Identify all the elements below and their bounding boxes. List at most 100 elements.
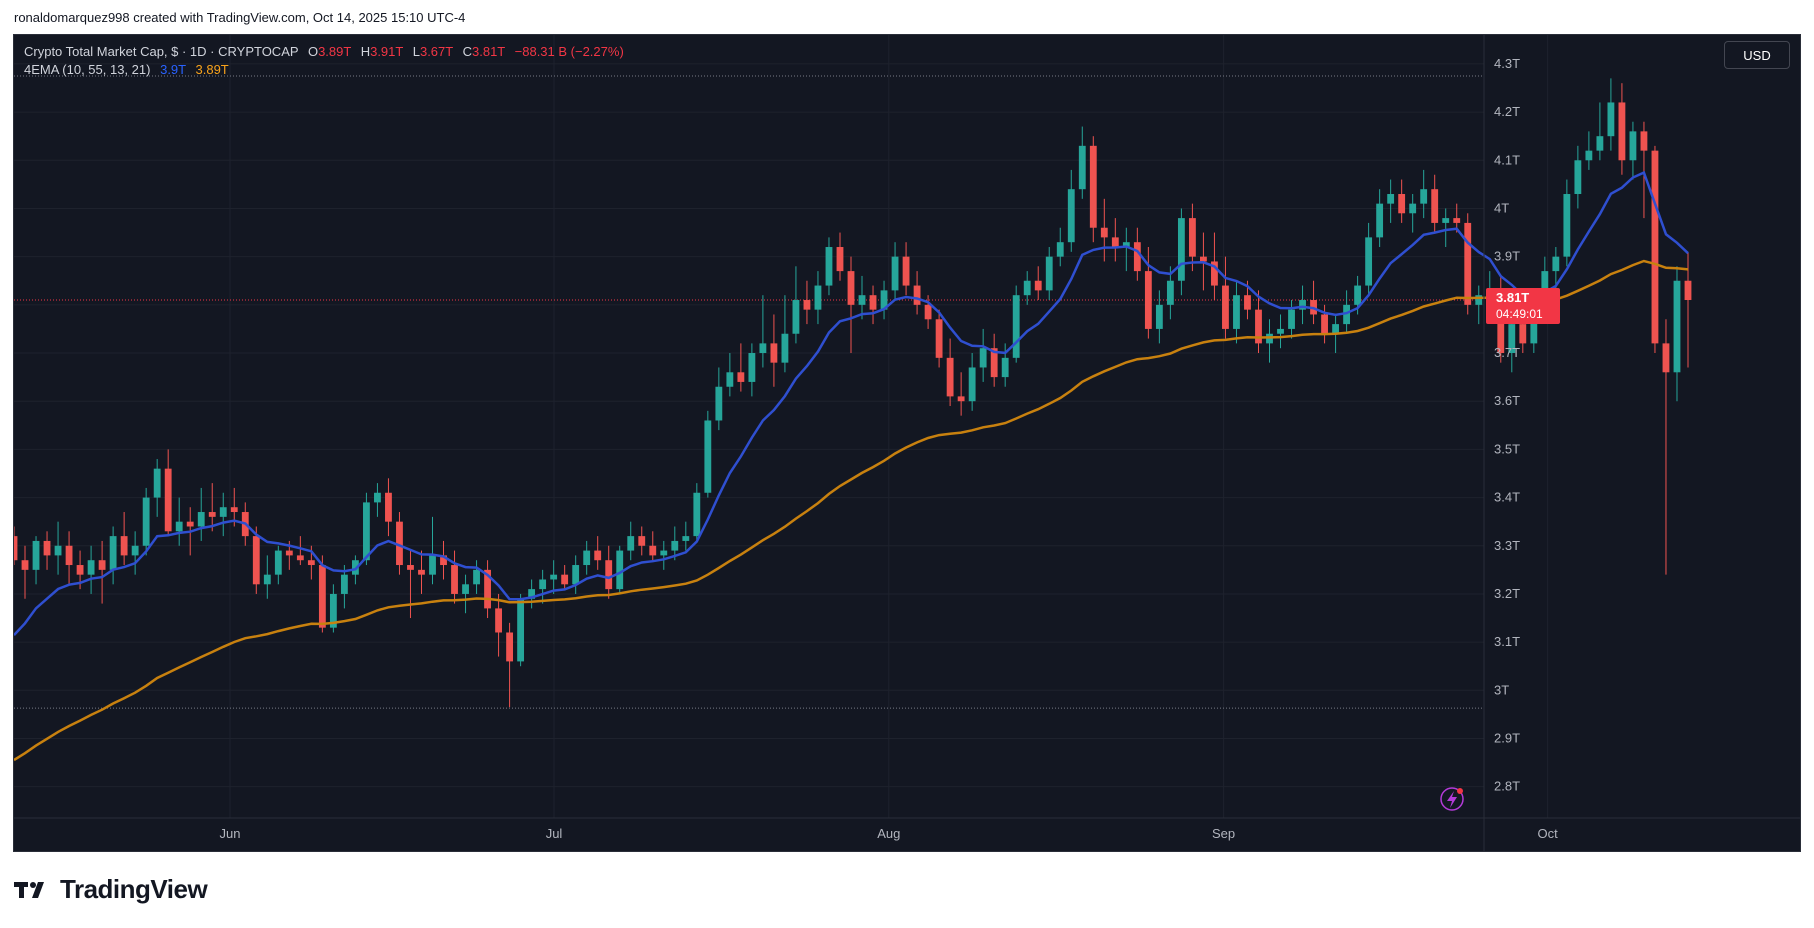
candle-body[interactable] bbox=[880, 290, 888, 310]
candle-body[interactable] bbox=[737, 372, 745, 382]
candle-body[interactable] bbox=[1012, 295, 1020, 358]
candle-body[interactable] bbox=[924, 304, 932, 320]
candle-body[interactable] bbox=[1629, 131, 1637, 161]
candle-body[interactable] bbox=[307, 560, 315, 566]
candle-body[interactable] bbox=[1034, 280, 1042, 291]
candle-body[interactable] bbox=[1563, 194, 1571, 257]
candle-body[interactable] bbox=[363, 502, 370, 561]
candle-body[interactable] bbox=[1288, 309, 1295, 329]
candle-body[interactable] bbox=[1211, 261, 1218, 286]
candle-body[interactable] bbox=[396, 521, 403, 566]
candle-body[interactable] bbox=[1442, 218, 1450, 223]
candle-body[interactable] bbox=[175, 521, 183, 532]
candle-body[interactable] bbox=[1332, 324, 1339, 334]
candle-body[interactable] bbox=[385, 492, 392, 522]
candle-body[interactable] bbox=[274, 550, 282, 575]
candle-body[interactable] bbox=[638, 536, 646, 546]
candle-body[interactable] bbox=[1541, 271, 1549, 305]
candle-body[interactable] bbox=[748, 353, 756, 382]
candle-body[interactable] bbox=[1133, 242, 1141, 272]
candle-body[interactable] bbox=[968, 367, 976, 402]
candle-body[interactable] bbox=[1222, 285, 1229, 329]
candle-body[interactable] bbox=[814, 285, 822, 310]
candle-body[interactable] bbox=[1409, 203, 1417, 214]
chart-panel[interactable]: 4.3T4.2T4.1T4T3.9T3.8T3.7T3.6T3.5T3.4T3.… bbox=[13, 34, 1801, 852]
candle-body[interactable] bbox=[1662, 343, 1670, 373]
candle-body[interactable] bbox=[98, 560, 106, 570]
candle-body[interactable] bbox=[979, 348, 987, 368]
candle-body[interactable] bbox=[858, 295, 866, 305]
candle-body[interactable] bbox=[296, 555, 304, 561]
candle-body[interactable] bbox=[781, 333, 789, 363]
candle-body[interactable] bbox=[847, 271, 855, 305]
candle-body[interactable] bbox=[1089, 145, 1097, 228]
candle-body[interactable] bbox=[1023, 280, 1031, 296]
candle-body[interactable] bbox=[142, 497, 150, 546]
candle-body[interactable] bbox=[164, 468, 172, 532]
candle-body[interactable] bbox=[528, 589, 536, 599]
candle-body[interactable] bbox=[759, 343, 767, 354]
candle-body[interactable] bbox=[87, 560, 95, 575]
candle-body[interactable] bbox=[1651, 150, 1659, 344]
candle-body[interactable] bbox=[473, 569, 480, 585]
candle-body[interactable] bbox=[1056, 242, 1064, 257]
candle-body[interactable] bbox=[495, 608, 502, 633]
candle-body[interactable] bbox=[704, 420, 712, 493]
candle-body[interactable] bbox=[627, 536, 635, 551]
candle-body[interactable] bbox=[803, 300, 811, 310]
candle-body[interactable] bbox=[561, 574, 569, 585]
candle-body[interactable] bbox=[153, 468, 161, 498]
candle-body[interactable] bbox=[825, 247, 833, 286]
candle-body[interactable] bbox=[1111, 237, 1119, 248]
candle-body[interactable] bbox=[1233, 295, 1240, 329]
candle-body[interactable] bbox=[32, 540, 40, 570]
candle-body[interactable] bbox=[1508, 324, 1516, 354]
tradingview-brand[interactable]: TradingView bbox=[14, 874, 208, 905]
candle-body[interactable] bbox=[451, 565, 458, 594]
candle-body[interactable] bbox=[1398, 194, 1406, 214]
candle-body[interactable] bbox=[1453, 218, 1461, 223]
candle-body[interactable] bbox=[1299, 300, 1306, 310]
candle-body[interactable] bbox=[407, 565, 414, 570]
candle-body[interactable] bbox=[318, 565, 326, 628]
candle-body[interactable] bbox=[1387, 194, 1395, 204]
candle-body[interactable] bbox=[1177, 218, 1185, 281]
candle-body[interactable] bbox=[682, 536, 690, 541]
candle-body[interactable] bbox=[1420, 189, 1428, 204]
candle-body[interactable] bbox=[1122, 242, 1130, 248]
candle-body[interactable] bbox=[374, 492, 381, 503]
candle-body[interactable] bbox=[1618, 102, 1626, 161]
candle-body[interactable] bbox=[208, 512, 216, 517]
candle-body[interactable] bbox=[340, 574, 348, 594]
candle-body[interactable] bbox=[770, 343, 778, 363]
candle-body[interactable] bbox=[43, 540, 51, 556]
candle-body[interactable] bbox=[1200, 256, 1207, 262]
candle-body[interactable] bbox=[1574, 160, 1582, 195]
candle-body[interactable] bbox=[131, 545, 139, 556]
candlestick-chart[interactable]: 4.3T4.2T4.1T4T3.9T3.8T3.7T3.6T3.5T3.4T3.… bbox=[14, 35, 1801, 852]
candle-body[interactable] bbox=[517, 598, 525, 662]
indicator-name[interactable]: 4EMA (10, 55, 13, 21) bbox=[24, 62, 151, 77]
candle-body[interactable] bbox=[329, 593, 337, 628]
candle-body[interactable] bbox=[1365, 237, 1373, 286]
candle-body[interactable] bbox=[836, 247, 844, 272]
candle-body[interactable] bbox=[550, 574, 558, 580]
candle-body[interactable] bbox=[1464, 222, 1472, 305]
candle-body[interactable] bbox=[1585, 150, 1593, 161]
candle-body[interactable] bbox=[1343, 304, 1351, 325]
symbol-title[interactable]: Crypto Total Market Cap, $ · 1D · CRYPTO… bbox=[24, 44, 299, 59]
candle-body[interactable] bbox=[65, 545, 73, 566]
candle-body[interactable] bbox=[440, 555, 447, 566]
candle-body[interactable] bbox=[693, 492, 701, 537]
candle-body[interactable] bbox=[671, 540, 679, 551]
candle-body[interactable] bbox=[506, 632, 514, 662]
candle-body[interactable] bbox=[605, 560, 613, 590]
candle-body[interactable] bbox=[1321, 314, 1328, 334]
candle-body[interactable] bbox=[726, 372, 734, 387]
candle-body[interactable] bbox=[572, 565, 580, 585]
candle-body[interactable] bbox=[54, 545, 62, 556]
candle-body[interactable] bbox=[539, 579, 547, 590]
candle-body[interactable] bbox=[1376, 203, 1384, 238]
candle-body[interactable] bbox=[715, 386, 723, 421]
currency-button[interactable]: USD bbox=[1724, 41, 1790, 69]
